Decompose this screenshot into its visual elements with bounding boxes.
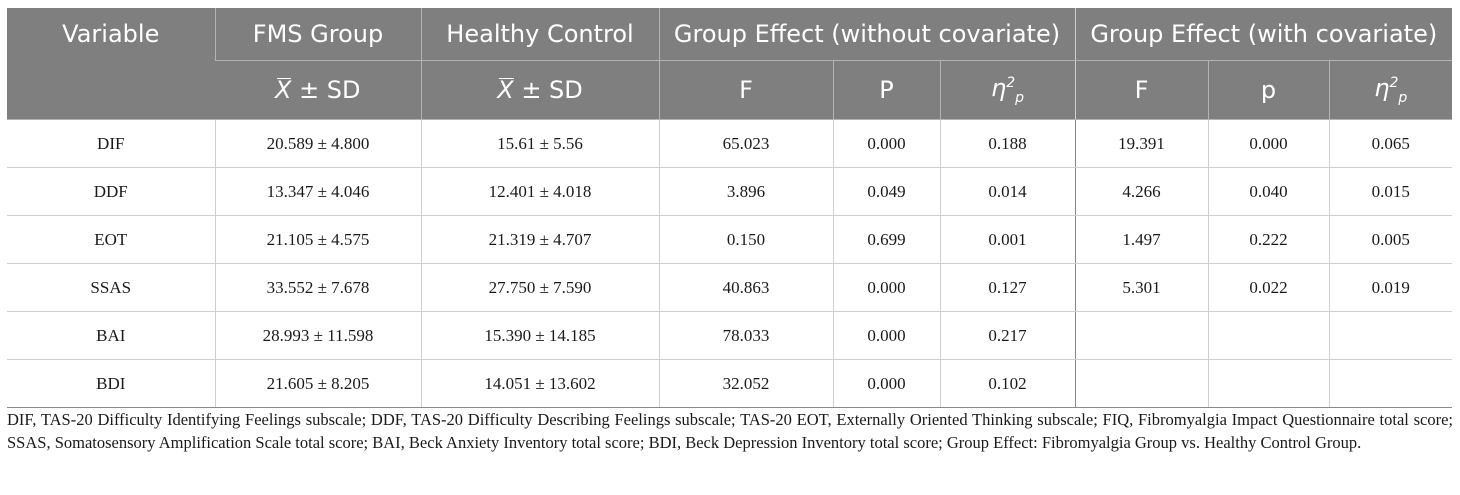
cell-control: 14.051 ± 13.602 [420, 359, 659, 408]
cell-p-without: 0.000 [832, 263, 940, 312]
cell-f-without: 65.023 [658, 119, 833, 168]
cell-variable: DIF [7, 119, 215, 168]
cell-f-with [1074, 359, 1208, 408]
cell-p-with: 0.222 [1207, 215, 1329, 264]
cell-eta-without: 0.217 [939, 311, 1075, 360]
cell-eta-with [1328, 311, 1453, 360]
eta-sup: 2 [1006, 75, 1016, 92]
cell-fms: 21.105 ± 4.575 [214, 215, 421, 264]
cell-p-without: 0.699 [832, 215, 940, 264]
cell-f-with: 19.391 [1074, 119, 1208, 168]
cell-f-without: 3.896 [658, 167, 833, 216]
cell-p-with: 0.000 [1207, 119, 1329, 168]
control-sd-label: ± SD [521, 76, 583, 104]
table-row: DIF 20.589 ± 4.800 15.61 ± 5.56 65.023 0… [7, 119, 1453, 168]
table-footnote: DIF, TAS-20 Difficulty Identifying Feeli… [7, 410, 1453, 452]
cell-control: 27.750 ± 7.590 [420, 263, 659, 312]
cell-variable: DDF [7, 167, 215, 216]
cell-p-with [1207, 311, 1329, 360]
cell-eta-with [1328, 359, 1453, 408]
cell-eta-with: 0.015 [1328, 167, 1453, 216]
table-row: BAI 28.993 ± 11.598 15.390 ± 14.185 78.0… [7, 311, 1453, 360]
cell-f-without: 0.150 [658, 215, 833, 264]
cell-fms: 21.605 ± 8.205 [214, 359, 421, 408]
cell-control: 12.401 ± 4.018 [420, 167, 659, 216]
results-table: Variable FMS Group Healthy Control Group… [7, 8, 1453, 408]
header-row-sub: X ± SD X ± SD F P η2p F p η2p [7, 60, 1453, 120]
cell-eta-without: 0.127 [939, 263, 1075, 312]
table-row: EOT 21.105 ± 4.575 21.319 ± 4.707 0.150 … [7, 215, 1453, 264]
cell-p-without: 0.000 [832, 119, 940, 168]
cell-f-with: 5.301 [1074, 263, 1208, 312]
header-fms-mean-sd: X ± SD [215, 60, 421, 120]
header-row-top: Variable FMS Group Healthy Control Group… [7, 8, 1453, 120]
xbar-symbol: X [497, 76, 515, 104]
cell-p-without: 0.000 [832, 359, 940, 408]
eta-sub: p [1398, 89, 1408, 106]
cell-control: 15.390 ± 14.185 [420, 311, 659, 360]
cell-p-without: 0.000 [832, 311, 940, 360]
cell-eta-without: 0.188 [939, 119, 1075, 168]
eta-base: η [990, 74, 1007, 103]
cell-eta-with: 0.005 [1328, 215, 1453, 264]
cell-f-without: 32.052 [658, 359, 833, 408]
cell-variable: BAI [7, 311, 215, 360]
cell-fms: 28.993 ± 11.598 [214, 311, 421, 360]
cell-eta-without: 0.102 [939, 359, 1075, 408]
table-row: DDF 13.347 ± 4.046 12.401 ± 4.018 3.896 … [7, 167, 1453, 216]
table-row: SSAS 33.552 ± 7.678 27.750 ± 7.590 40.86… [7, 263, 1453, 312]
cell-f-without: 40.863 [658, 263, 833, 312]
header-group-effect-with: Group Effect (with covariate) [1074, 8, 1453, 61]
header-eta-with: η2p [1328, 60, 1453, 120]
cell-p-with: 0.040 [1207, 167, 1329, 216]
cell-control: 15.61 ± 5.56 [420, 119, 659, 168]
header-f-with: F [1074, 60, 1208, 120]
header-f-without: F [658, 60, 833, 120]
cell-control: 21.319 ± 4.707 [420, 215, 659, 264]
cell-p-with: 0.022 [1207, 263, 1329, 312]
header-eta-without: η2p [939, 60, 1075, 120]
header-group-effect-without: Group Effect (without covariate) [658, 8, 1075, 61]
cell-variable: BDI [7, 359, 215, 408]
eta-sup: 2 [1389, 75, 1399, 92]
header-fms-group: FMS Group [214, 8, 421, 61]
header-p-without: P [832, 60, 940, 120]
header-control-mean-sd: X ± SD [420, 60, 659, 120]
cell-p-without: 0.049 [832, 167, 940, 216]
eta-sub: p [1015, 89, 1025, 106]
table-row: BDI 21.605 ± 8.205 14.051 ± 13.602 32.05… [7, 359, 1453, 408]
cell-fms: 33.552 ± 7.678 [214, 263, 421, 312]
cell-fms: 13.347 ± 4.046 [214, 167, 421, 216]
cell-p-with [1207, 359, 1329, 408]
cell-eta-with: 0.019 [1328, 263, 1453, 312]
cell-fms: 20.589 ± 4.800 [214, 119, 421, 168]
header-p-with: p [1207, 60, 1329, 120]
cell-eta-with: 0.065 [1328, 119, 1453, 168]
cell-variable: SSAS [7, 263, 215, 312]
cell-variable: EOT [7, 215, 215, 264]
cell-eta-without: 0.001 [939, 215, 1075, 264]
cell-f-with: 4.266 [1074, 167, 1208, 216]
cell-f-without: 78.033 [658, 311, 833, 360]
xbar-symbol: X [274, 76, 292, 104]
cell-f-with: 1.497 [1074, 215, 1208, 264]
fms-sd-label: ± SD [299, 76, 361, 104]
eta-base: η [1374, 74, 1390, 103]
cell-f-with [1074, 311, 1208, 360]
header-healthy-control: Healthy Control [420, 8, 659, 61]
header-variable: Variable [7, 8, 215, 120]
cell-eta-without: 0.014 [939, 167, 1075, 216]
